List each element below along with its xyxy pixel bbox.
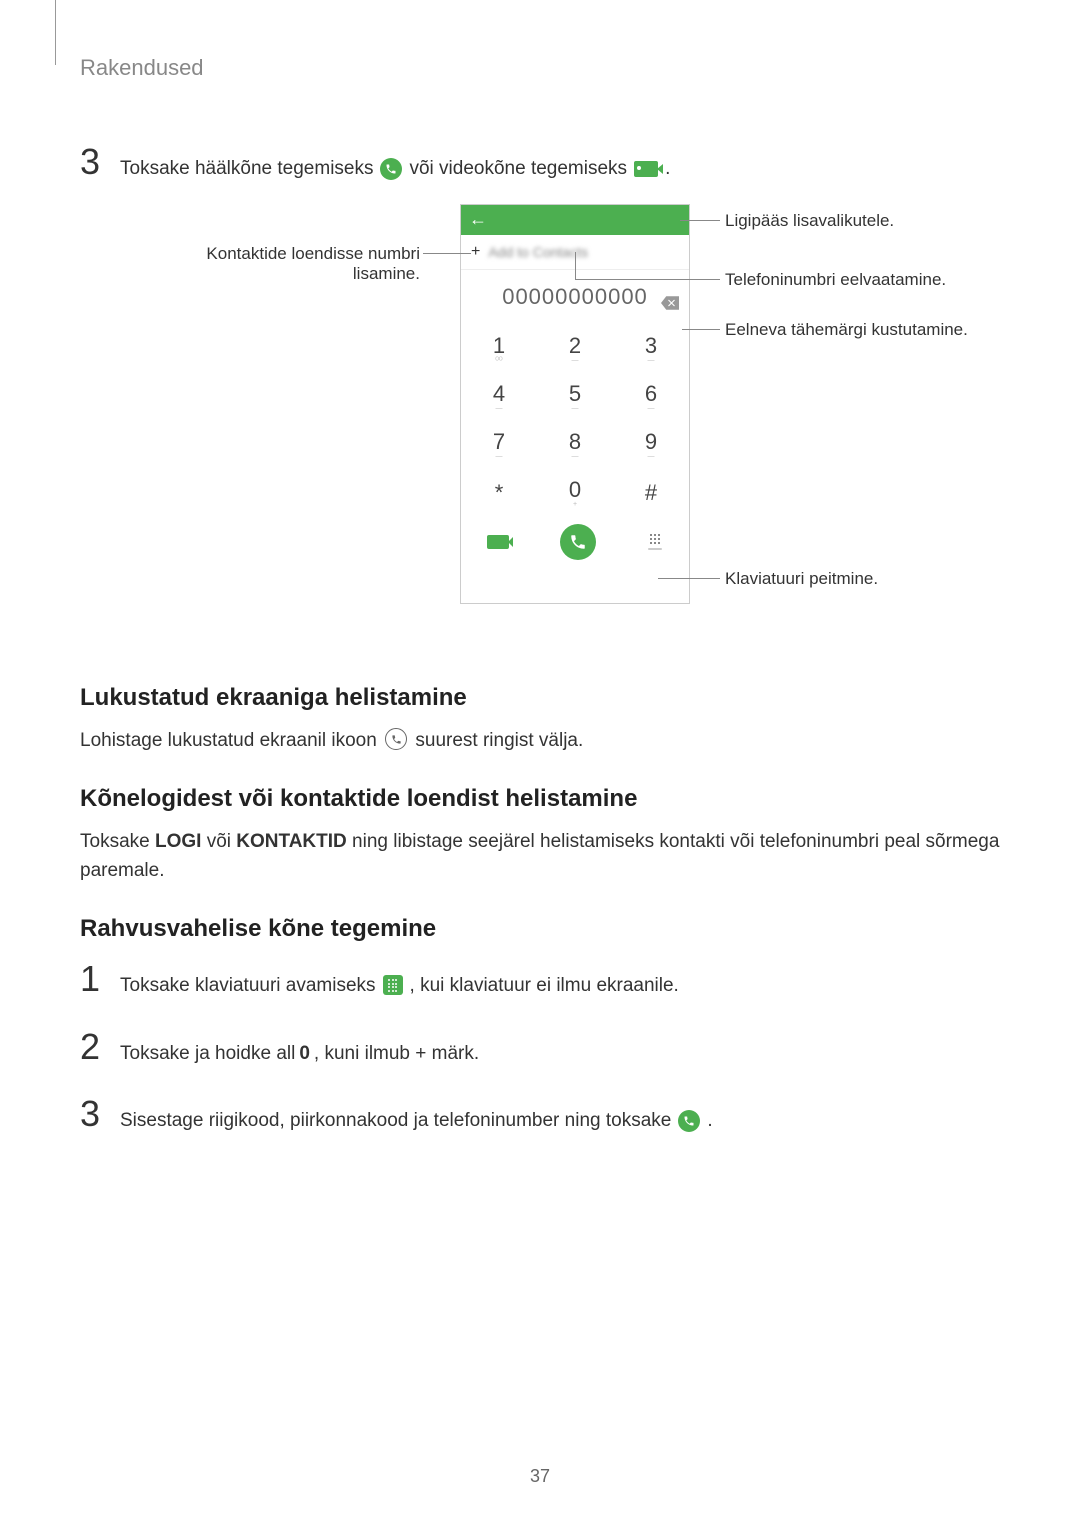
- call-button-icon: [560, 524, 596, 560]
- locked-para: Lohistage lukustatud ekraanil ikoon suur…: [80, 727, 1000, 756]
- key-1: 1ᴼᴼ: [461, 325, 537, 373]
- heading-logs: Kõnelogidest või kontaktide loendist hel…: [80, 785, 1000, 813]
- phone-outline-icon: [385, 728, 407, 750]
- callout-line: [423, 253, 471, 254]
- key-9: 9—: [613, 421, 689, 469]
- intl-step-2: 2 Toksake ja hoidke all 0, kuni ilmub + …: [80, 1026, 1000, 1069]
- back-arrow-icon: ←: [469, 209, 487, 230]
- callout-line: [658, 578, 720, 579]
- page-number: 37: [530, 1466, 550, 1487]
- callout-hide: Klaviatuuri peitmine.: [725, 569, 878, 589]
- callout-preview: Telefoninumbri eelvaatamine.: [725, 270, 946, 290]
- intl3-text-a: Sisestage riigikood, piirkonnakood ja te…: [120, 1107, 671, 1136]
- page-left-border: [55, 0, 56, 65]
- step-text-a: Toksake häälkõne tegemiseks: [120, 155, 373, 184]
- keypad-icon: [383, 975, 403, 995]
- step-text-b: või videokõne tegemiseks: [409, 155, 627, 184]
- step-number: 3: [80, 141, 112, 183]
- step-number: 2: [80, 1026, 112, 1068]
- callout-line: [575, 279, 720, 280]
- locked-text-b: suurest ringist välja.: [415, 730, 583, 751]
- key-8: 8—: [537, 421, 613, 469]
- page-header: Rakendused: [80, 55, 1000, 81]
- callout-delete: Eelneva tähemärgi kustutamine.: [725, 320, 968, 340]
- callout-options: Ligipääs lisavalikutele.: [725, 211, 894, 231]
- logs-text-b: või: [201, 831, 236, 852]
- key-7: 7—: [461, 421, 537, 469]
- key-0: 0+: [537, 469, 613, 517]
- step-text: Toksake klaviatuuri avamiseks , kui klav…: [120, 972, 679, 1001]
- heading-intl: Rahvusvahelise kõne tegemine: [80, 915, 1000, 943]
- number-preview: 00000000000: [471, 284, 679, 310]
- voice-call-icon: [678, 1110, 700, 1132]
- heading-locked: Lukustatud ekraaniga helistamine: [80, 684, 1000, 712]
- keypad-toggle-icon: [647, 534, 663, 550]
- key-5: 5—: [537, 373, 613, 421]
- step-3-top: 3 Toksake häälkõne tegemiseks või videok…: [80, 141, 1000, 184]
- key-star: *: [461, 469, 537, 517]
- key-4: 4—: [461, 373, 537, 421]
- phone-bottom-row: [461, 517, 689, 567]
- intl-step-1: 1 Toksake klaviatuuri avamiseks , kui kl…: [80, 958, 1000, 1001]
- step-text: Toksake häälkõne tegemiseks või videokõn…: [120, 155, 670, 184]
- intl1-text-b: , kui klaviatuur ei ilmu ekraanile.: [410, 972, 679, 1001]
- callout-line: [682, 329, 720, 330]
- key-2: 2—: [537, 325, 613, 373]
- step-number: 3: [80, 1093, 112, 1135]
- phone-top-bar: ←: [461, 205, 689, 235]
- callout-add-contacts: Kontaktide loendisse numbri lisamine.: [140, 244, 420, 284]
- logs-logi: LOGI: [155, 831, 201, 852]
- backspace-icon: [661, 290, 679, 304]
- callout-line: [575, 252, 576, 280]
- step-text: Sisestage riigikood, piirkonnakood ja te…: [120, 1107, 713, 1136]
- intl2-zero: 0: [299, 1040, 310, 1069]
- intl1-text-a: Toksake klaviatuuri avamiseks: [120, 972, 376, 1001]
- logs-para: Toksake LOGI või KONTAKTID ning libistag…: [80, 828, 1000, 885]
- step-text: Toksake ja hoidke all 0, kuni ilmub + mä…: [120, 1040, 479, 1069]
- plus-icon: +: [471, 243, 480, 261]
- logs-text-a: Toksake: [80, 831, 155, 852]
- key-3: 3—: [613, 325, 689, 373]
- keypad: 1ᴼᴼ 2— 3— 4— 5— 6— 7— 8— 9— * 0+ #: [461, 325, 689, 517]
- add-contacts-label: Add to Contacts: [488, 244, 588, 260]
- voice-call-icon: [380, 158, 402, 180]
- video-call-icon: [634, 161, 658, 177]
- logs-kontaktid: KONTAKTID: [236, 831, 346, 852]
- locked-text-a: Lohistage lukustatud ekraanil ikoon: [80, 730, 377, 751]
- intl2-text-b: , kuni ilmub + märk.: [314, 1040, 479, 1069]
- video-call-btn-icon: [487, 535, 509, 549]
- step-number: 1: [80, 958, 112, 1000]
- key-6: 6—: [613, 373, 689, 421]
- callout-line: [680, 220, 720, 221]
- intl-step-3: 3 Sisestage riigikood, piirkonnakood ja …: [80, 1093, 1000, 1136]
- intl-steps: 1 Toksake klaviatuuri avamiseks , kui kl…: [80, 958, 1000, 1136]
- intl2-text-a: Toksake ja hoidke all: [120, 1040, 295, 1069]
- key-hash: #: [613, 469, 689, 517]
- step-text-period: .: [665, 155, 670, 184]
- dialer-diagram: ← + Add to Contacts 00000000000 1ᴼᴼ 2— 3…: [80, 204, 1000, 644]
- intl3-period: .: [707, 1107, 712, 1136]
